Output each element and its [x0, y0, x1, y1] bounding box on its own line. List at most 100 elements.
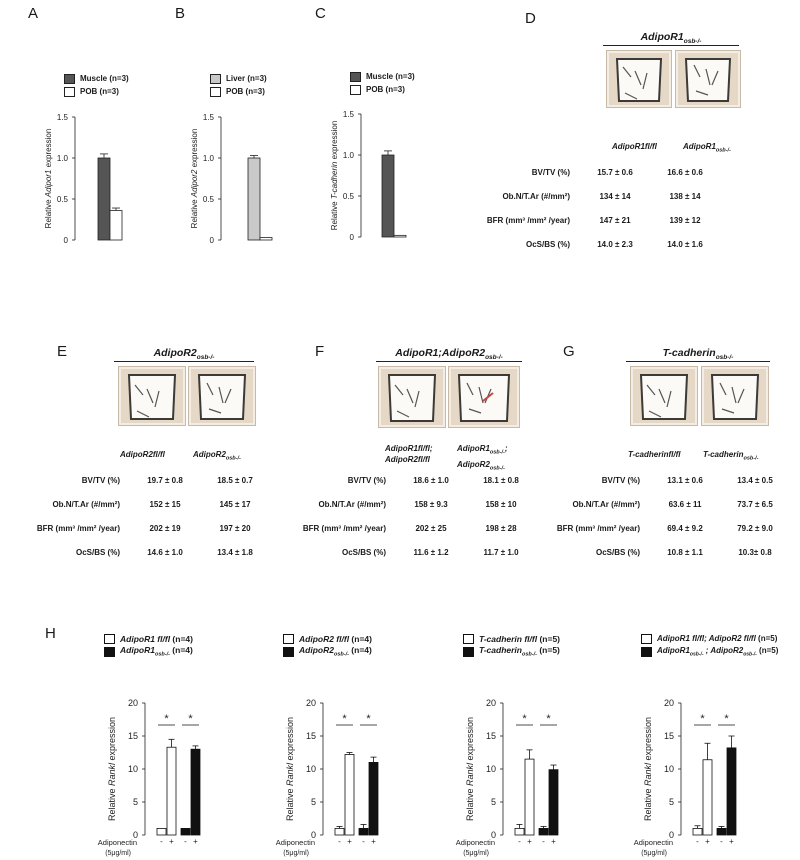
panel-d-title: AdipoR1osb-/- [640, 31, 702, 46]
bar [97, 157, 111, 241]
bone-section-image [448, 366, 520, 428]
significance-star: * [546, 713, 551, 725]
bone-section-drawing [191, 369, 253, 423]
y-tick-label: 10 [128, 764, 138, 774]
bar [109, 210, 123, 241]
panel-h4-legend: AdipoR1 fl/fl; AdipoR2 fl/fl (n=5) Adipo… [641, 632, 778, 658]
panel-letter-a: A [28, 5, 39, 22]
panel-g-title: T-cadherinosb-/- [662, 347, 734, 362]
x-tick-label: + [729, 837, 734, 846]
x-tick-label: + [169, 837, 174, 846]
panel-g-header-rule [626, 361, 770, 363]
stat-value-knockout: 139 ± 12 [669, 216, 701, 225]
bone-section-image [188, 366, 256, 426]
legend-swatch-white [283, 633, 294, 644]
panel-e-col1-header: AdipoR2fl/fl [120, 450, 165, 459]
panel-e-header: AdipoR2osb-/- [114, 347, 254, 363]
legend-swatch-black [463, 646, 474, 657]
panel-f-col2-line2: AdipoR2osb-/- [457, 459, 505, 472]
x-axis-label-unit: (5μg/ml) [105, 850, 131, 857]
panel-e-title: AdipoR2osb-/- [153, 347, 215, 362]
y-axis-label: Relative Rankl expression [107, 717, 117, 821]
x-axis-label: Adiponectin [98, 838, 137, 847]
x-axis-label: Adiponectin [634, 838, 673, 847]
panel-d-col1-header: AdipoR1fl/fl [612, 142, 657, 151]
stat-value-knockout: 158 ± 10 [485, 500, 517, 509]
bone-section-image [701, 366, 769, 426]
stat-row-label: BV/TV (%) [347, 476, 386, 485]
panel-letter-d: D [525, 10, 536, 27]
panel-g-col1-header: T-cadherinfl/fl [628, 450, 681, 459]
bone-section-image [118, 366, 186, 426]
stat-value-control: 202 ± 25 [415, 524, 447, 533]
x-tick-label: - [542, 837, 545, 846]
x-tick-label: + [527, 837, 532, 846]
panel-g-col2-header: T-cadherinosb-/- [703, 450, 759, 462]
stat-value-control: 13.1 ± 0.6 [667, 476, 703, 485]
legend-entry: T-cadherin fl/fl (n=5) [463, 632, 560, 645]
y-tick-label: 1.0 [57, 154, 69, 163]
bone-section-drawing [451, 369, 517, 425]
legend-label: T-cadherin fl/fl (n=5) [479, 633, 560, 644]
stat-value-control: 202 ± 19 [149, 524, 181, 533]
x-tick-label: + [551, 837, 556, 846]
legend-entry: AdipoR1 fl/fl (n=4) [104, 632, 193, 645]
panel-letter-b: B [175, 5, 186, 22]
significance-star: * [366, 713, 371, 725]
bar [180, 827, 191, 836]
y-tick-label: 1.0 [203, 154, 215, 163]
y-tick-label: 0 [311, 830, 316, 840]
bar [247, 157, 261, 241]
y-tick-label: 0 [669, 830, 674, 840]
x-tick-label: + [371, 837, 376, 846]
stat-value-control: 147 ± 21 [599, 216, 631, 225]
y-tick-label: 1.5 [343, 110, 355, 119]
y-tick-label: 20 [128, 698, 138, 708]
legend-swatch-white [210, 86, 221, 97]
y-axis-label: Relative T-cadherin expression [330, 121, 339, 231]
stat-row-label: BFR (mm³ /mm² /year) [556, 524, 640, 533]
legend-entry: AdipoR2 fl/fl (n=4) [283, 632, 372, 645]
legend-label: POB (n=3) [80, 87, 119, 96]
stat-value-control: 14.6 ± 1.0 [147, 548, 183, 557]
stat-row-label: BFR (mm³ /mm² /year) [302, 524, 386, 533]
panel-g-header: T-cadherinosb-/- [626, 347, 770, 363]
y-tick-label: 0.5 [203, 195, 215, 204]
x-axis-label-unit: (5μg/ml) [283, 850, 309, 857]
bar [334, 827, 345, 836]
panel-letter-e: E [57, 343, 68, 360]
bar [358, 827, 369, 836]
panel-f-col1-line2: AdipoR2fl/fl [385, 455, 430, 464]
significance-star: * [188, 713, 193, 725]
legend-swatch-black [641, 646, 652, 657]
panel-e-col2-header: AdipoR2osb-/- [193, 450, 241, 462]
bar [692, 827, 703, 836]
y-axis-label: Relative Rankl expression [465, 717, 475, 821]
panel-d-header: AdipoR1osb-/- [603, 31, 739, 47]
legend-label: Liver (n=3) [226, 74, 267, 83]
stat-value-knockout: 18.5 ± 0.7 [217, 476, 253, 485]
legend-entry: Muscle (n=3) [350, 70, 415, 83]
panel-f-header-rule [376, 361, 522, 363]
y-tick-label: 1.5 [203, 113, 215, 122]
panel-b-chart: 0 0.5 1.0 1.5 Relative Adipor2 expression [190, 113, 273, 245]
stat-value-control: 134 ± 14 [599, 192, 631, 201]
significance-star: * [164, 713, 169, 725]
y-tick-label: 5 [669, 797, 674, 807]
y-tick-label: 15 [486, 731, 496, 741]
legend-entry: AdipoR1 fl/fl; AdipoR2 fl/fl (n=5) [641, 632, 778, 645]
y-tick-label: 15 [306, 731, 316, 741]
x-tick-label: - [184, 837, 187, 846]
panel-f-col2-line1: AdipoR1osb-/-; [457, 444, 508, 456]
legend-entry: AdipoR2osb-/- (n=4) [283, 645, 372, 658]
stat-value-control: 11.6 ± 1.2 [413, 548, 449, 557]
panel-letter-f: F [315, 343, 325, 360]
panel-letter-g: G [563, 343, 575, 360]
y-tick-label: 5 [491, 797, 496, 807]
stat-row-label: Ob.N/T.Ar (#/mm²) [52, 500, 120, 509]
stat-value-control: 15.7 ± 0.6 [597, 168, 633, 177]
bar [259, 237, 273, 241]
panel-f-header: AdipoR1;AdipoR2osb-/- [376, 347, 522, 363]
stat-value-control: 69.4 ± 9.2 [667, 524, 703, 533]
